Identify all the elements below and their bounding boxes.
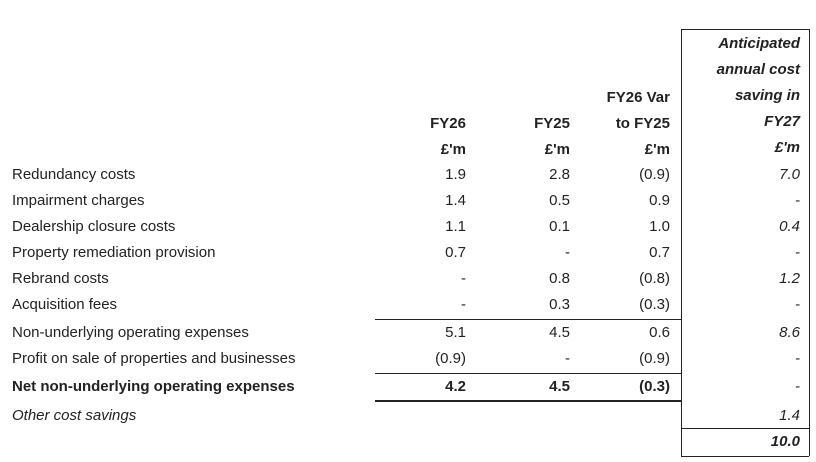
row-label: Rebrand costs <box>12 270 109 287</box>
header-fy25-unit: £'m <box>544 141 570 158</box>
row-label: Non-underlying operating expenses <box>12 324 249 341</box>
row-label: Redundancy costs <box>12 166 136 183</box>
cell-fy25: 4.5 <box>549 324 570 341</box>
cell-fy25: - <box>565 350 570 367</box>
row-label: Impairment charges <box>12 192 145 209</box>
cell-saving: 8.6 <box>779 324 800 341</box>
cell-var: (0.9) <box>639 166 670 183</box>
row-label: Property remediation provision <box>12 244 216 261</box>
cell-saving: - <box>795 378 800 395</box>
cell-saving: - <box>795 296 800 313</box>
header-fy26-unit: £'m <box>440 141 466 158</box>
cell-saving: - <box>795 350 800 367</box>
cell-var: 0.6 <box>649 324 670 341</box>
header-fy26: FY26 <box>430 115 466 132</box>
header-saving-line3: saving in <box>734 87 800 104</box>
header-fy25: FY25 <box>534 115 570 132</box>
row-label: Other cost savings <box>12 407 137 424</box>
cell-var: (0.3) <box>639 296 670 313</box>
row-label: Acquisition fees <box>12 296 118 313</box>
cell-saving: 1.4 <box>779 407 800 424</box>
net-total-bottom-rule <box>375 400 681 402</box>
row-label: Net non-underlying operating expenses <box>12 378 295 395</box>
cell-fy25: 0.8 <box>549 270 570 287</box>
cell-fy26: 1.4 <box>445 192 466 209</box>
cell-var: 0.7 <box>649 244 670 261</box>
cell-fy25: 4.5 <box>549 378 570 395</box>
cell-fy26: 4.2 <box>445 378 466 395</box>
savings-column-box <box>681 29 810 456</box>
cell-saving: 1.2 <box>779 270 800 287</box>
cell-fy26: 1.9 <box>445 166 466 183</box>
savings-box-bottom-rule <box>681 456 809 457</box>
cell-fy26: 0.7 <box>445 244 466 261</box>
cell-saving: 7.0 <box>779 166 800 183</box>
savings-box-top-rule <box>681 29 809 30</box>
savings-total-rule <box>681 428 809 429</box>
cell-fy26: 5.1 <box>445 324 466 341</box>
row-label: Dealership closure costs <box>12 218 176 235</box>
cell-fy26: - <box>461 270 466 287</box>
cell-var: 0.9 <box>649 192 670 209</box>
total-saving: 10.0 <box>770 433 800 450</box>
subtotal-rule <box>375 319 681 320</box>
cell-fy26: (0.9) <box>435 350 466 367</box>
cell-fy25: 0.5 <box>549 192 570 209</box>
row-label: Profit on sale of properties and busines… <box>12 350 296 367</box>
header-saving-line4: FY27 <box>764 113 800 130</box>
cell-saving: 0.4 <box>779 218 800 235</box>
cell-fy25: 0.1 <box>549 218 570 235</box>
cell-saving: - <box>795 192 800 209</box>
cell-fy26: 1.1 <box>445 218 466 235</box>
header-var-line2: to FY25 <box>615 115 670 132</box>
net-total-top-rule <box>375 373 681 374</box>
header-saving-unit: £'m <box>774 139 800 156</box>
cell-saving: - <box>795 244 800 261</box>
cell-var: 1.0 <box>649 218 670 235</box>
cell-fy26: - <box>461 296 466 313</box>
cell-fy25: 0.3 <box>549 296 570 313</box>
header-saving-line1: Anticipated <box>718 35 800 52</box>
cell-fy25: - <box>565 244 570 261</box>
header-var-line1: FY26 Var <box>606 89 670 106</box>
cell-fy25: 2.8 <box>549 166 570 183</box>
header-var-unit: £'m <box>644 141 670 158</box>
cell-var: (0.8) <box>639 270 670 287</box>
cell-var: (0.9) <box>639 350 670 367</box>
header-saving-line2: annual cost <box>716 61 800 78</box>
cell-var: (0.3) <box>639 378 670 395</box>
